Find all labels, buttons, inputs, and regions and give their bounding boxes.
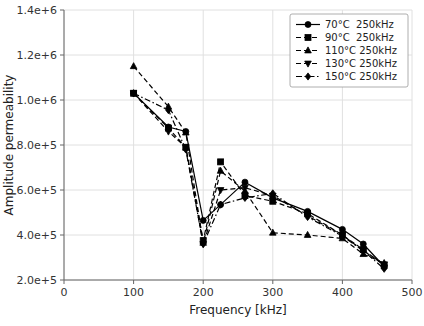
y-tick: [60, 55, 64, 56]
y-grid-line: [64, 145, 412, 146]
x-tick-label: 500: [402, 286, 423, 299]
legend-label: 110°C 250kHz: [325, 45, 397, 56]
y-tick-label: 1.4e+6: [17, 4, 57, 17]
point: [242, 179, 248, 185]
series: [131, 90, 388, 268]
series: [131, 90, 387, 273]
x-tick-label: 400: [332, 286, 353, 299]
point: [217, 188, 224, 194]
y-axis-label: Amplitude permeability: [2, 75, 16, 216]
y-tick-label: 4.0e+5: [17, 229, 57, 242]
legend-marker: [305, 61, 312, 67]
point: [381, 265, 386, 272]
y-axis: [64, 10, 65, 280]
y-tick-label: 8.0e+5: [17, 139, 57, 152]
point: [183, 129, 190, 135]
y-tick: [60, 235, 64, 236]
point: [218, 159, 224, 165]
x-axis: [64, 280, 412, 281]
point: [166, 107, 171, 114]
series-line: [134, 93, 385, 266]
legend-label: 70°C 250kHz: [325, 19, 394, 30]
x-tick: [203, 280, 204, 284]
y-grid-line: [64, 235, 412, 236]
point: [340, 233, 345, 240]
point: [183, 146, 188, 153]
y-tick: [60, 145, 64, 146]
series-line: [134, 93, 385, 264]
legend-label: 150°C 250kHz: [325, 71, 397, 82]
x-tick-label: 100: [123, 286, 144, 299]
series: [130, 91, 387, 268]
y-tick-label: 1.2e+6: [17, 49, 57, 62]
legend-marker: [305, 35, 311, 41]
point: [218, 202, 224, 208]
grid: [64, 10, 412, 280]
y-tick-label: 6.0e+5: [17, 184, 57, 197]
y-tick-label: 1.0e+6: [17, 94, 57, 107]
y-tick: [60, 280, 64, 281]
y-tick: [60, 10, 64, 11]
x-tick-label: 300: [262, 286, 283, 299]
y-tick: [60, 190, 64, 191]
x-tick: [133, 280, 134, 284]
y-grid-line: [64, 100, 412, 101]
y-grid-line: [64, 280, 412, 281]
point: [130, 63, 137, 69]
plot-area: [130, 63, 387, 273]
point: [270, 190, 275, 197]
point: [218, 201, 223, 208]
point: [305, 213, 310, 220]
point: [304, 231, 311, 237]
legend-label: 130°C 250kHz: [325, 58, 397, 69]
point: [360, 241, 366, 247]
point: [270, 229, 277, 235]
point: [242, 185, 249, 191]
x-tick: [64, 280, 65, 284]
series-line: [134, 93, 385, 269]
point: [201, 240, 206, 247]
legend-marker: [305, 22, 311, 28]
series: [130, 63, 387, 266]
background: [0, 0, 424, 326]
point: [242, 194, 247, 201]
legend-box: [290, 14, 408, 87]
x-tick: [272, 280, 273, 284]
y-grid-line: [64, 10, 412, 11]
x-tick-label: 0: [61, 286, 68, 299]
y-grid-line: [64, 190, 412, 191]
point: [339, 226, 345, 232]
x-tick-label: 200: [193, 286, 214, 299]
point: [131, 90, 136, 97]
legend-marker: [305, 73, 310, 80]
point: [217, 167, 224, 173]
legend-marker: [305, 47, 312, 53]
y-tick: [60, 100, 64, 101]
series-line: [134, 66, 385, 263]
x-tick: [412, 280, 413, 284]
point: [165, 129, 172, 135]
legend-label: 90°C 250kHz: [325, 32, 394, 43]
y-tick-label: 2.0e+5: [17, 274, 57, 287]
series: [131, 90, 388, 269]
chart: 0 100 200 300 400 500 2.0e+5 4.0e+5 6.0e+5 8.0e+5…: [0, 0, 424, 326]
point: [200, 217, 206, 223]
point: [361, 247, 366, 254]
x-tick: [342, 280, 343, 284]
x-axis-label: Frequency [kHz]: [189, 303, 286, 317]
x-grid-line: [64, 10, 65, 280]
legend: 70°C 250kHz 90°C 250kHz 110°C 250kHz 130°C …: [290, 14, 408, 87]
series-line: [134, 93, 385, 265]
